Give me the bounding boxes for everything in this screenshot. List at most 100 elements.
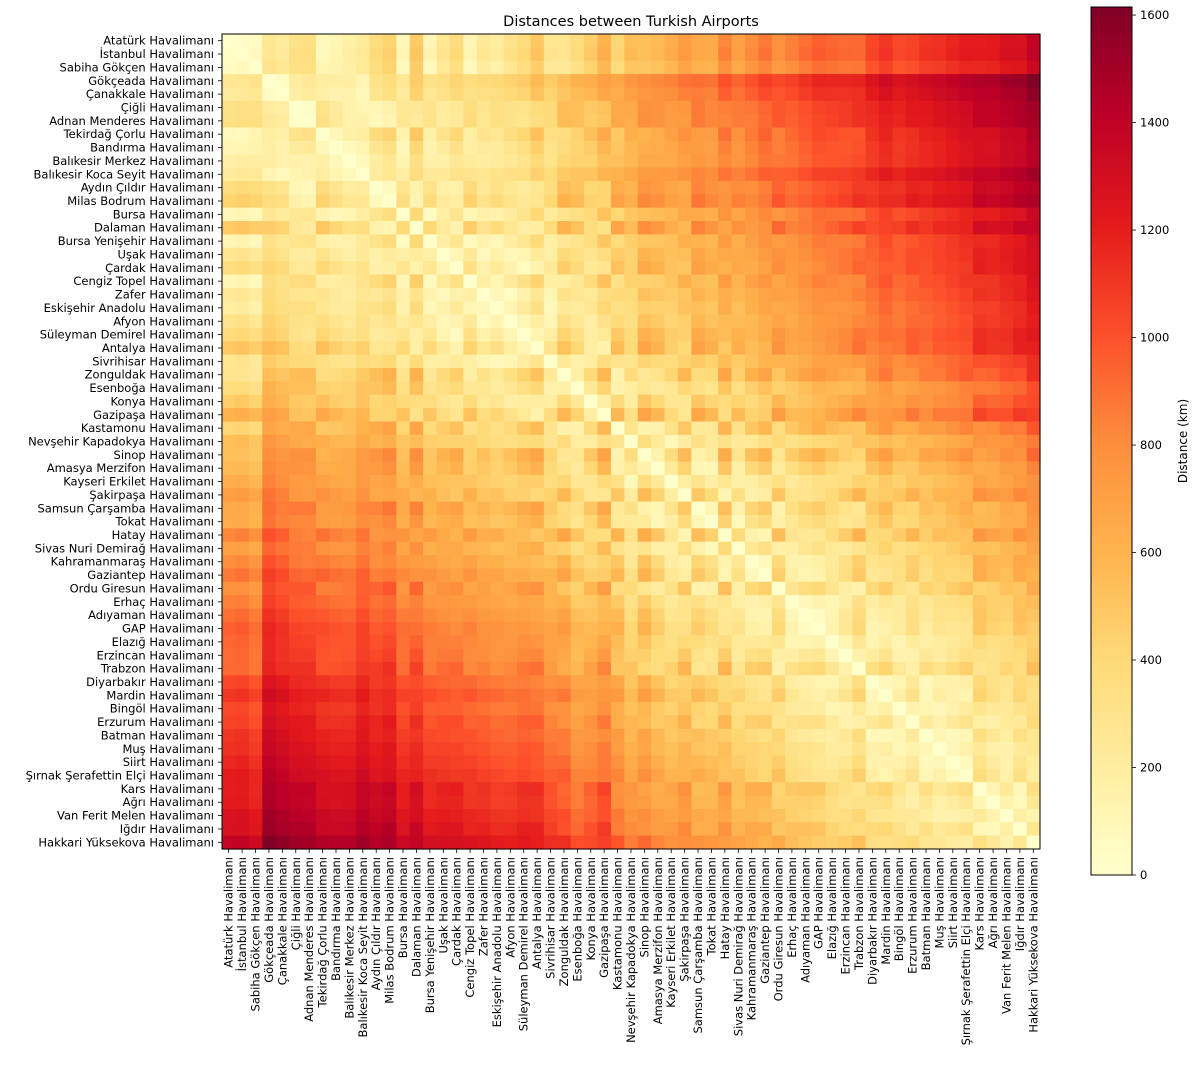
y-tick-label: Bingöl Havalimanı	[110, 702, 214, 716]
heatmap-cell	[838, 608, 853, 623]
heatmap-cell	[597, 408, 612, 423]
heatmap-cell	[637, 408, 652, 423]
heatmap-cell	[637, 648, 652, 663]
heatmap-cell	[704, 581, 719, 596]
heatmap-cell	[275, 822, 290, 837]
heatmap-cell	[584, 675, 599, 690]
heatmap-cell	[731, 247, 746, 262]
heatmap-cell	[503, 47, 518, 62]
heatmap-cell	[248, 702, 263, 716]
heatmap-cell	[584, 488, 599, 503]
heatmap-cell	[718, 461, 733, 476]
heatmap-cell	[490, 702, 505, 716]
heatmap-cell	[946, 408, 961, 423]
heatmap-cell	[222, 448, 237, 463]
heatmap-cell	[222, 287, 237, 302]
heatmap-cell	[731, 114, 746, 129]
heatmap-cell	[543, 381, 558, 396]
heatmap-cell	[865, 301, 880, 316]
heatmap-cell	[543, 822, 558, 837]
heatmap-cell	[691, 60, 706, 75]
heatmap-cell	[396, 528, 411, 543]
heatmap-cell	[530, 341, 545, 356]
heatmap-cell	[342, 474, 357, 489]
heatmap-cell	[758, 207, 773, 222]
heatmap-cell	[637, 808, 652, 823]
heatmap-cell	[557, 675, 572, 690]
heatmap-cell	[758, 47, 773, 62]
heatmap-cell	[409, 461, 424, 476]
heatmap-cell	[919, 327, 934, 342]
heatmap-cell	[262, 755, 277, 770]
heatmap-cell	[530, 728, 545, 743]
heatmap-cell	[543, 421, 558, 436]
heatmap-cell	[530, 87, 545, 102]
heatmap-cell	[624, 808, 639, 823]
heatmap-cell	[771, 448, 786, 463]
heatmap-cell	[892, 100, 907, 115]
heatmap-cell	[436, 595, 451, 610]
heatmap-cell	[959, 114, 974, 129]
heatmap-cell	[852, 474, 867, 489]
heatmap-cell	[449, 621, 464, 636]
heatmap-cell	[315, 60, 330, 75]
heatmap-cell	[369, 608, 384, 623]
heatmap-cell	[449, 822, 464, 837]
heatmap-cell	[718, 114, 733, 129]
heatmap-cell	[409, 648, 424, 663]
heatmap-cell	[677, 488, 692, 503]
heatmap-cell	[449, 381, 464, 396]
heatmap-cell	[865, 221, 880, 236]
heatmap-cell	[785, 261, 800, 276]
heatmap-cell	[919, 381, 934, 396]
heatmap-cell	[597, 635, 612, 650]
heatmap-cell	[812, 635, 827, 650]
heatmap-cell	[731, 327, 746, 342]
heatmap-cell	[905, 822, 920, 837]
heatmap-cell	[959, 140, 974, 155]
heatmap-cell	[597, 541, 612, 556]
heatmap-cell	[825, 194, 840, 209]
heatmap-cell	[356, 421, 371, 436]
heatmap-cell	[731, 782, 746, 797]
heatmap-cell	[959, 808, 974, 823]
heatmap-cell	[812, 34, 827, 48]
heatmap-cell	[423, 474, 438, 489]
heatmap-cell	[905, 207, 920, 222]
heatmap-cell	[785, 568, 800, 583]
heatmap-cell	[664, 568, 679, 583]
heatmap-cell	[677, 675, 692, 690]
heatmap-cell	[248, 448, 263, 463]
heatmap-cell	[758, 782, 773, 797]
heatmap-cell	[838, 47, 853, 62]
heatmap-cell	[342, 354, 357, 369]
heatmap-cell	[959, 448, 974, 463]
heatmap-cell	[624, 514, 639, 529]
heatmap-cell	[919, 581, 934, 596]
heatmap-cell	[905, 514, 920, 529]
heatmap-cell	[718, 795, 733, 810]
heatmap-cell	[517, 100, 532, 115]
heatmap-cell	[691, 47, 706, 62]
heatmap-cell	[463, 434, 478, 449]
heatmap-cell	[744, 661, 759, 676]
heatmap-cell	[919, 768, 934, 783]
heatmap-cell	[490, 368, 505, 382]
heatmap-cell	[275, 541, 290, 556]
heatmap-cell	[771, 768, 786, 783]
heatmap-cell	[798, 408, 813, 423]
heatmap-cell	[677, 100, 692, 115]
heatmap-cell	[892, 528, 907, 543]
heatmap-cell	[946, 247, 961, 262]
heatmap-cell	[771, 581, 786, 596]
heatmap-cell	[315, 581, 330, 596]
heatmap-cell	[543, 354, 558, 369]
heatmap-cell	[342, 782, 357, 797]
heatmap-cell	[356, 488, 371, 503]
heatmap-cell	[637, 474, 652, 489]
heatmap-cell	[597, 661, 612, 676]
heatmap-cell	[543, 274, 558, 289]
heatmap-cell	[758, 368, 773, 382]
heatmap-cell	[932, 381, 947, 396]
